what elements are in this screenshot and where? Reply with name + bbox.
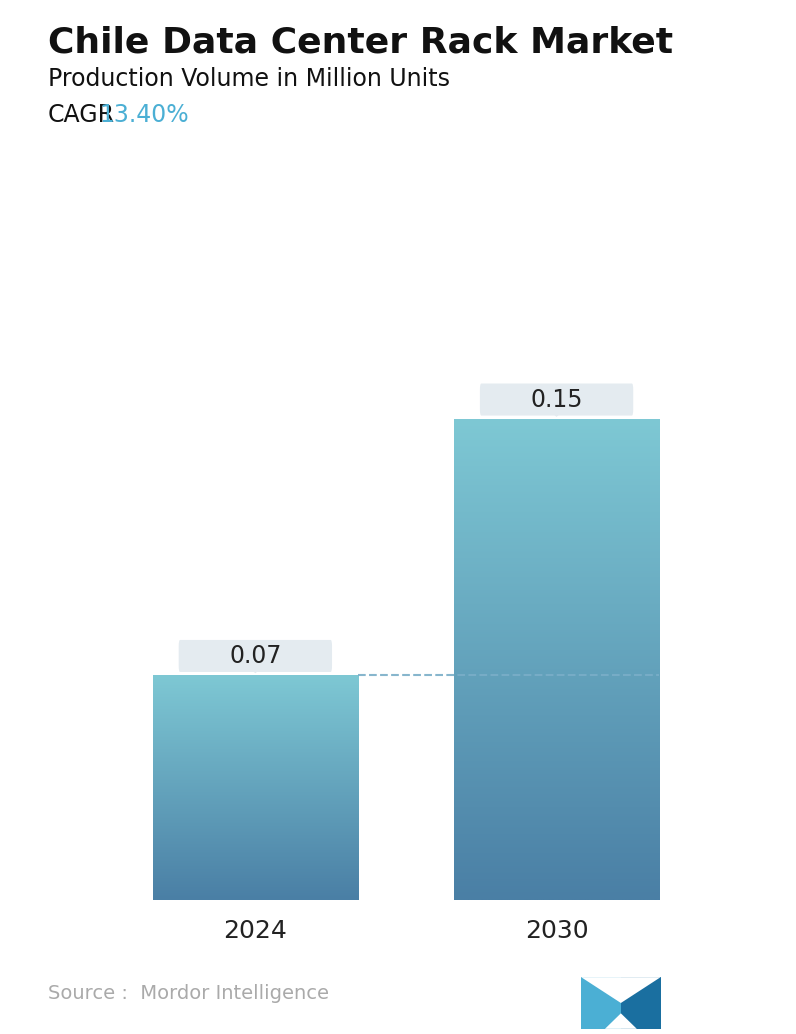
Polygon shape bbox=[548, 409, 565, 417]
Text: Source :  Mordor Intelligence: Source : Mordor Intelligence bbox=[48, 984, 329, 1003]
Text: Chile Data Center Rack Market: Chile Data Center Rack Market bbox=[48, 26, 673, 60]
Text: CAGR: CAGR bbox=[48, 103, 115, 127]
Polygon shape bbox=[621, 977, 661, 1029]
Polygon shape bbox=[605, 1013, 637, 1029]
FancyBboxPatch shape bbox=[178, 640, 332, 672]
Polygon shape bbox=[247, 666, 264, 673]
Text: 13.40%: 13.40% bbox=[100, 103, 189, 127]
Polygon shape bbox=[581, 977, 621, 1029]
Polygon shape bbox=[581, 977, 661, 1003]
Text: 0.07: 0.07 bbox=[229, 644, 282, 668]
Text: 0.15: 0.15 bbox=[530, 388, 583, 412]
FancyBboxPatch shape bbox=[480, 384, 634, 416]
Text: Production Volume in Million Units: Production Volume in Million Units bbox=[48, 67, 450, 91]
